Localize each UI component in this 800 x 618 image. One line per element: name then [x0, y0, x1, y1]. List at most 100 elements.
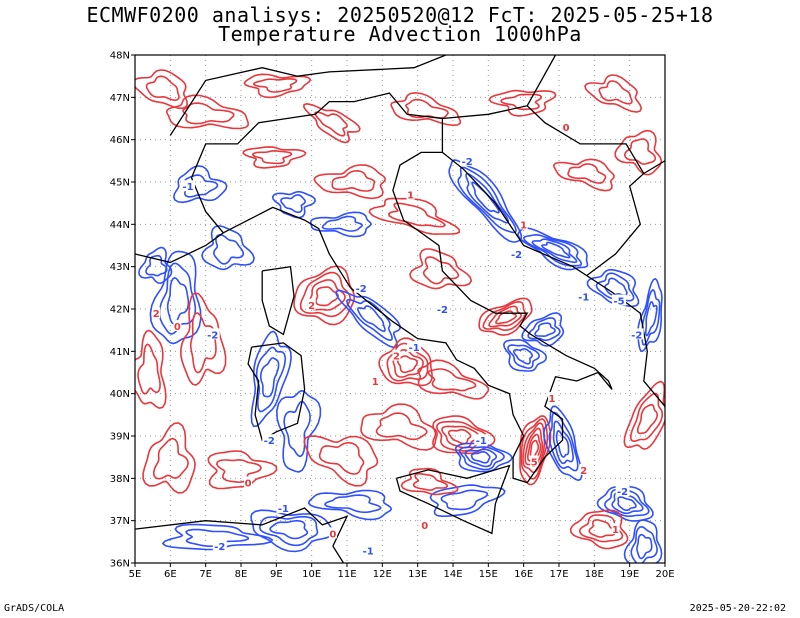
contour-line [375, 412, 428, 441]
contour-line [604, 488, 650, 518]
contour-label: 2 [308, 301, 315, 312]
contour-line [429, 484, 506, 517]
contour-line [464, 448, 498, 468]
contour-line [495, 310, 518, 325]
contour-line [447, 428, 472, 445]
contour-line [521, 312, 565, 347]
contour-line [457, 166, 517, 234]
contour-line [269, 519, 309, 540]
contour-line [321, 215, 364, 232]
contour-line [360, 403, 438, 451]
contour-line [617, 496, 637, 511]
contour-label: -1 [363, 546, 374, 557]
contour-line [488, 89, 557, 117]
contour-label-bg [262, 434, 277, 446]
contour-line [629, 392, 664, 443]
contour-line [623, 519, 663, 563]
lon-tick-label: 7E [199, 569, 212, 580]
coastline-path [190, 92, 444, 179]
contour-label: 1 [612, 525, 619, 536]
contour-line [584, 74, 643, 113]
contour-line [378, 337, 433, 387]
lat-tick-label: 44N [110, 220, 130, 231]
contour-line [623, 138, 657, 165]
contour-field [135, 69, 665, 563]
lon-tick-label: 8E [235, 569, 248, 580]
contour-label-bg [407, 341, 422, 353]
contour-line [555, 430, 570, 458]
contour-line [412, 472, 449, 491]
coastline-path [247, 342, 306, 442]
lat-tick-label: 41N [110, 347, 130, 358]
contour-line [541, 241, 571, 259]
contour-line [368, 197, 461, 235]
contour-line [324, 494, 382, 514]
contour-line [137, 343, 161, 395]
contour-line [212, 233, 244, 265]
contour-line [189, 312, 217, 374]
contour-label: -1 [278, 504, 289, 515]
lon-tick-label: 19E [620, 569, 639, 580]
contour-line [502, 339, 548, 372]
contour-label-bg [615, 485, 630, 497]
contour-label: 2 [580, 466, 587, 477]
contour-label: -2 [462, 157, 473, 168]
lat-tick-label: 36N [110, 559, 130, 570]
coastline-path [441, 151, 665, 407]
contour-line [161, 523, 274, 551]
contour-label: 0 [245, 479, 252, 490]
contour-label-bg [328, 527, 337, 539]
contour-line [604, 277, 628, 296]
contour-line [427, 368, 477, 392]
lon-tick-label: 16E [514, 569, 533, 580]
contour-label-bg [576, 290, 591, 302]
lon-tick-label: 12E [373, 569, 392, 580]
contour-line [522, 233, 583, 267]
contour-line [623, 380, 665, 450]
contour-label-bg [276, 501, 291, 513]
contour-line [488, 305, 522, 328]
contour-line [390, 91, 462, 127]
contour-label: -2 [214, 542, 225, 553]
contour-label-bg [509, 247, 524, 259]
contour-line [252, 78, 298, 93]
contour-label: -2 [511, 250, 522, 261]
contour-line [614, 129, 663, 176]
coastline-path [190, 177, 224, 234]
contour-line [482, 300, 527, 332]
contour-line [409, 248, 473, 290]
contour-line [303, 435, 379, 487]
contour-line [293, 265, 356, 326]
contour-label: 0 [174, 322, 181, 333]
contour-label: 5 [531, 457, 538, 468]
contour-line [145, 254, 168, 277]
contour-label-bg [579, 463, 588, 475]
footer-credit: GrADS/COLA [4, 603, 65, 614]
contour-line [531, 238, 578, 264]
coastline-path [135, 507, 349, 563]
contour-line [534, 322, 556, 337]
contour-line [331, 169, 376, 192]
contour-line [553, 158, 615, 192]
coastline-path [643, 160, 665, 175]
contour-line [644, 301, 658, 337]
contour-line [215, 458, 263, 484]
axis-ticks: 5E 6E 7E 8E 9E 10E 11E 12E 13E 14E 15E 16E 17E 18E 19E… [110, 51, 675, 581]
contour-label: -2 [207, 330, 218, 341]
contour-label: 1 [520, 220, 527, 231]
lat-tick-label: 37N [110, 516, 130, 527]
contour-line [636, 277, 663, 353]
contour-line [507, 344, 540, 370]
contour-label-bg [420, 518, 429, 530]
lon-tick-label: 15E [479, 569, 498, 580]
contour-line [299, 271, 352, 318]
contour-label-bg [460, 154, 475, 166]
contour-label: 1 [548, 394, 555, 405]
contour-line [259, 515, 319, 547]
lon-tick-label: 5E [129, 569, 142, 580]
contour-line [598, 80, 633, 105]
lat-tick-label: 47N [110, 93, 130, 104]
lon-tick-label: 10E [302, 569, 321, 580]
contour-line [578, 514, 624, 543]
contour-line [166, 276, 190, 325]
